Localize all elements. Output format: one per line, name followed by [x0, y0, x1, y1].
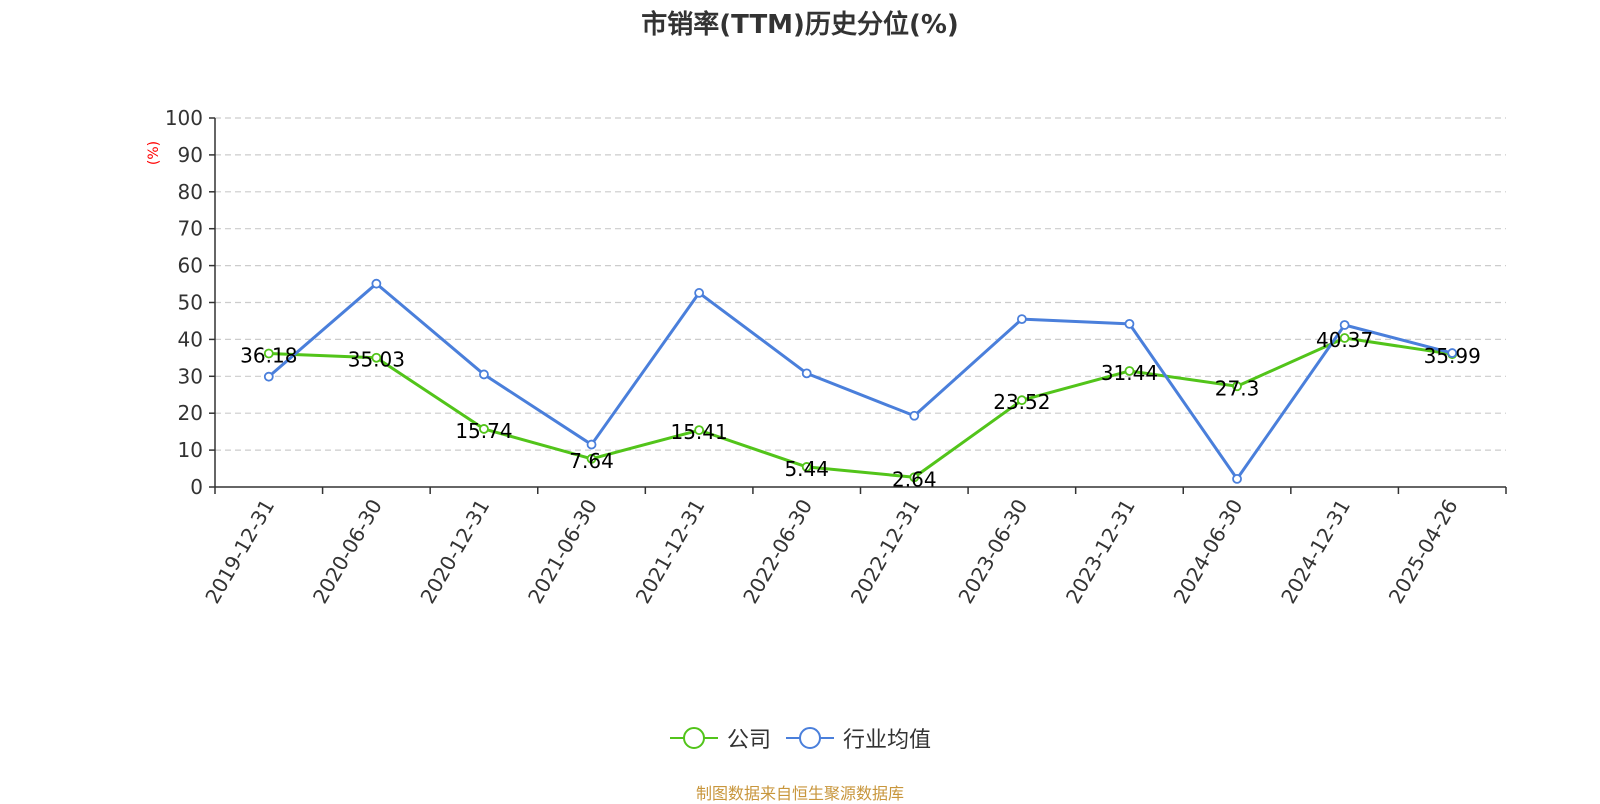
y-tick-label: 30 — [178, 364, 203, 388]
x-tick-label: 2022-06-30 — [738, 495, 817, 608]
x-tick-label: 2025-04-26 — [1384, 495, 1463, 608]
data-point[interactable] — [909, 472, 920, 483]
y-tick-label: 40 — [178, 327, 203, 351]
data-point[interactable] — [1232, 381, 1242, 392]
data-label: 31.44 — [1101, 361, 1158, 385]
data-point[interactable] — [1016, 314, 1027, 325]
data-point[interactable] — [801, 462, 812, 472]
data-point[interactable] — [909, 410, 920, 421]
legend-label: 公司 — [726, 728, 771, 753]
x-tick-label: 2024-06-30 — [1169, 495, 1248, 608]
data-point[interactable] — [371, 278, 382, 289]
data-label: 40.37 — [1316, 328, 1373, 352]
data-label: 35.99 — [1424, 344, 1481, 368]
series-line-1 — [267, 282, 1453, 481]
x-tick-label: 2020-12-31 — [415, 495, 494, 608]
data-label: 36.18 — [240, 343, 297, 367]
data-point[interactable] — [801, 368, 812, 379]
data-label: 7.64 — [569, 449, 614, 473]
y-tick-label: 80 — [178, 180, 203, 204]
data-point[interactable] — [586, 453, 597, 464]
data-labels: 36.18 35.03 15.74 7.64 15.41 5.44 2.64 23.52 31.… — [240, 328, 1481, 491]
x-tick-label: 2022-12-31 — [846, 495, 925, 608]
data-point[interactable] — [371, 352, 382, 363]
source-note: 制图数据来自恒生聚源数据库 — [695, 784, 904, 803]
data-point[interactable] — [263, 348, 274, 359]
y-tick-label: 60 — [178, 254, 203, 278]
data-label: 15.41 — [670, 420, 727, 444]
legend-symbol-icon — [786, 727, 834, 749]
legend-item[interactable]: 公司 — [669, 722, 771, 754]
series-line-0 — [268, 336, 1453, 479]
y-tick-label: 20 — [178, 401, 203, 425]
legend-symbol-icon — [669, 727, 718, 749]
grid-lines — [215, 117, 1506, 451]
data-point[interactable] — [694, 425, 705, 436]
data-point[interactable] — [1232, 473, 1242, 484]
data-point[interactable] — [1339, 333, 1350, 343]
chart-title: 市销率(TTM)历史分位(%) — [641, 10, 959, 40]
legend: 公司 行业均值 — [0, 722, 1600, 754]
data-point[interactable] — [479, 424, 489, 434]
y-tick-label: 0 — [190, 475, 203, 499]
data-point[interactable] — [1339, 320, 1350, 330]
y-axis-label: (%) — [146, 141, 162, 165]
x-tick-label: 2023-06-30 — [953, 495, 1032, 608]
data-point[interactable] — [263, 371, 274, 382]
data-label: 23.52 — [993, 390, 1050, 414]
data-label: 15.74 — [455, 419, 512, 443]
y-tick-label: 90 — [178, 143, 203, 167]
data-point[interactable] — [1124, 319, 1135, 329]
data-label: 27.3 — [1215, 376, 1260, 400]
legend-label: 行业均值 — [843, 728, 932, 753]
data-point[interactable] — [586, 439, 597, 450]
x-tick-label: 2021-06-30 — [523, 495, 602, 608]
data-label: 5.44 — [784, 457, 829, 481]
y-tick-label: 50 — [178, 291, 203, 315]
x-tick-label: 2020-06-30 — [308, 495, 387, 608]
data-point[interactable] — [1447, 348, 1458, 358]
data-points — [263, 278, 1458, 484]
data-point[interactable] — [1124, 366, 1135, 376]
data-point[interactable] — [1016, 395, 1027, 406]
data-label: 2.64 — [892, 467, 937, 491]
y-tick-label: 70 — [178, 217, 203, 241]
y-tick-label: 10 — [178, 438, 203, 462]
data-label: 35.03 — [348, 348, 405, 372]
x-tick-label: 2023-12-31 — [1061, 495, 1140, 608]
x-tick-label: 2021-12-31 — [631, 495, 710, 608]
data-point[interactable] — [694, 288, 705, 298]
x-tick-label: 2024-12-31 — [1276, 495, 1355, 608]
y-tick-label: 100 — [165, 106, 203, 130]
data-point[interactable] — [479, 369, 489, 380]
x-tick-label: 2019-12-31 — [200, 495, 279, 608]
legend-item[interactable]: 行业均值 — [785, 722, 931, 754]
series-lines — [267, 282, 1453, 481]
